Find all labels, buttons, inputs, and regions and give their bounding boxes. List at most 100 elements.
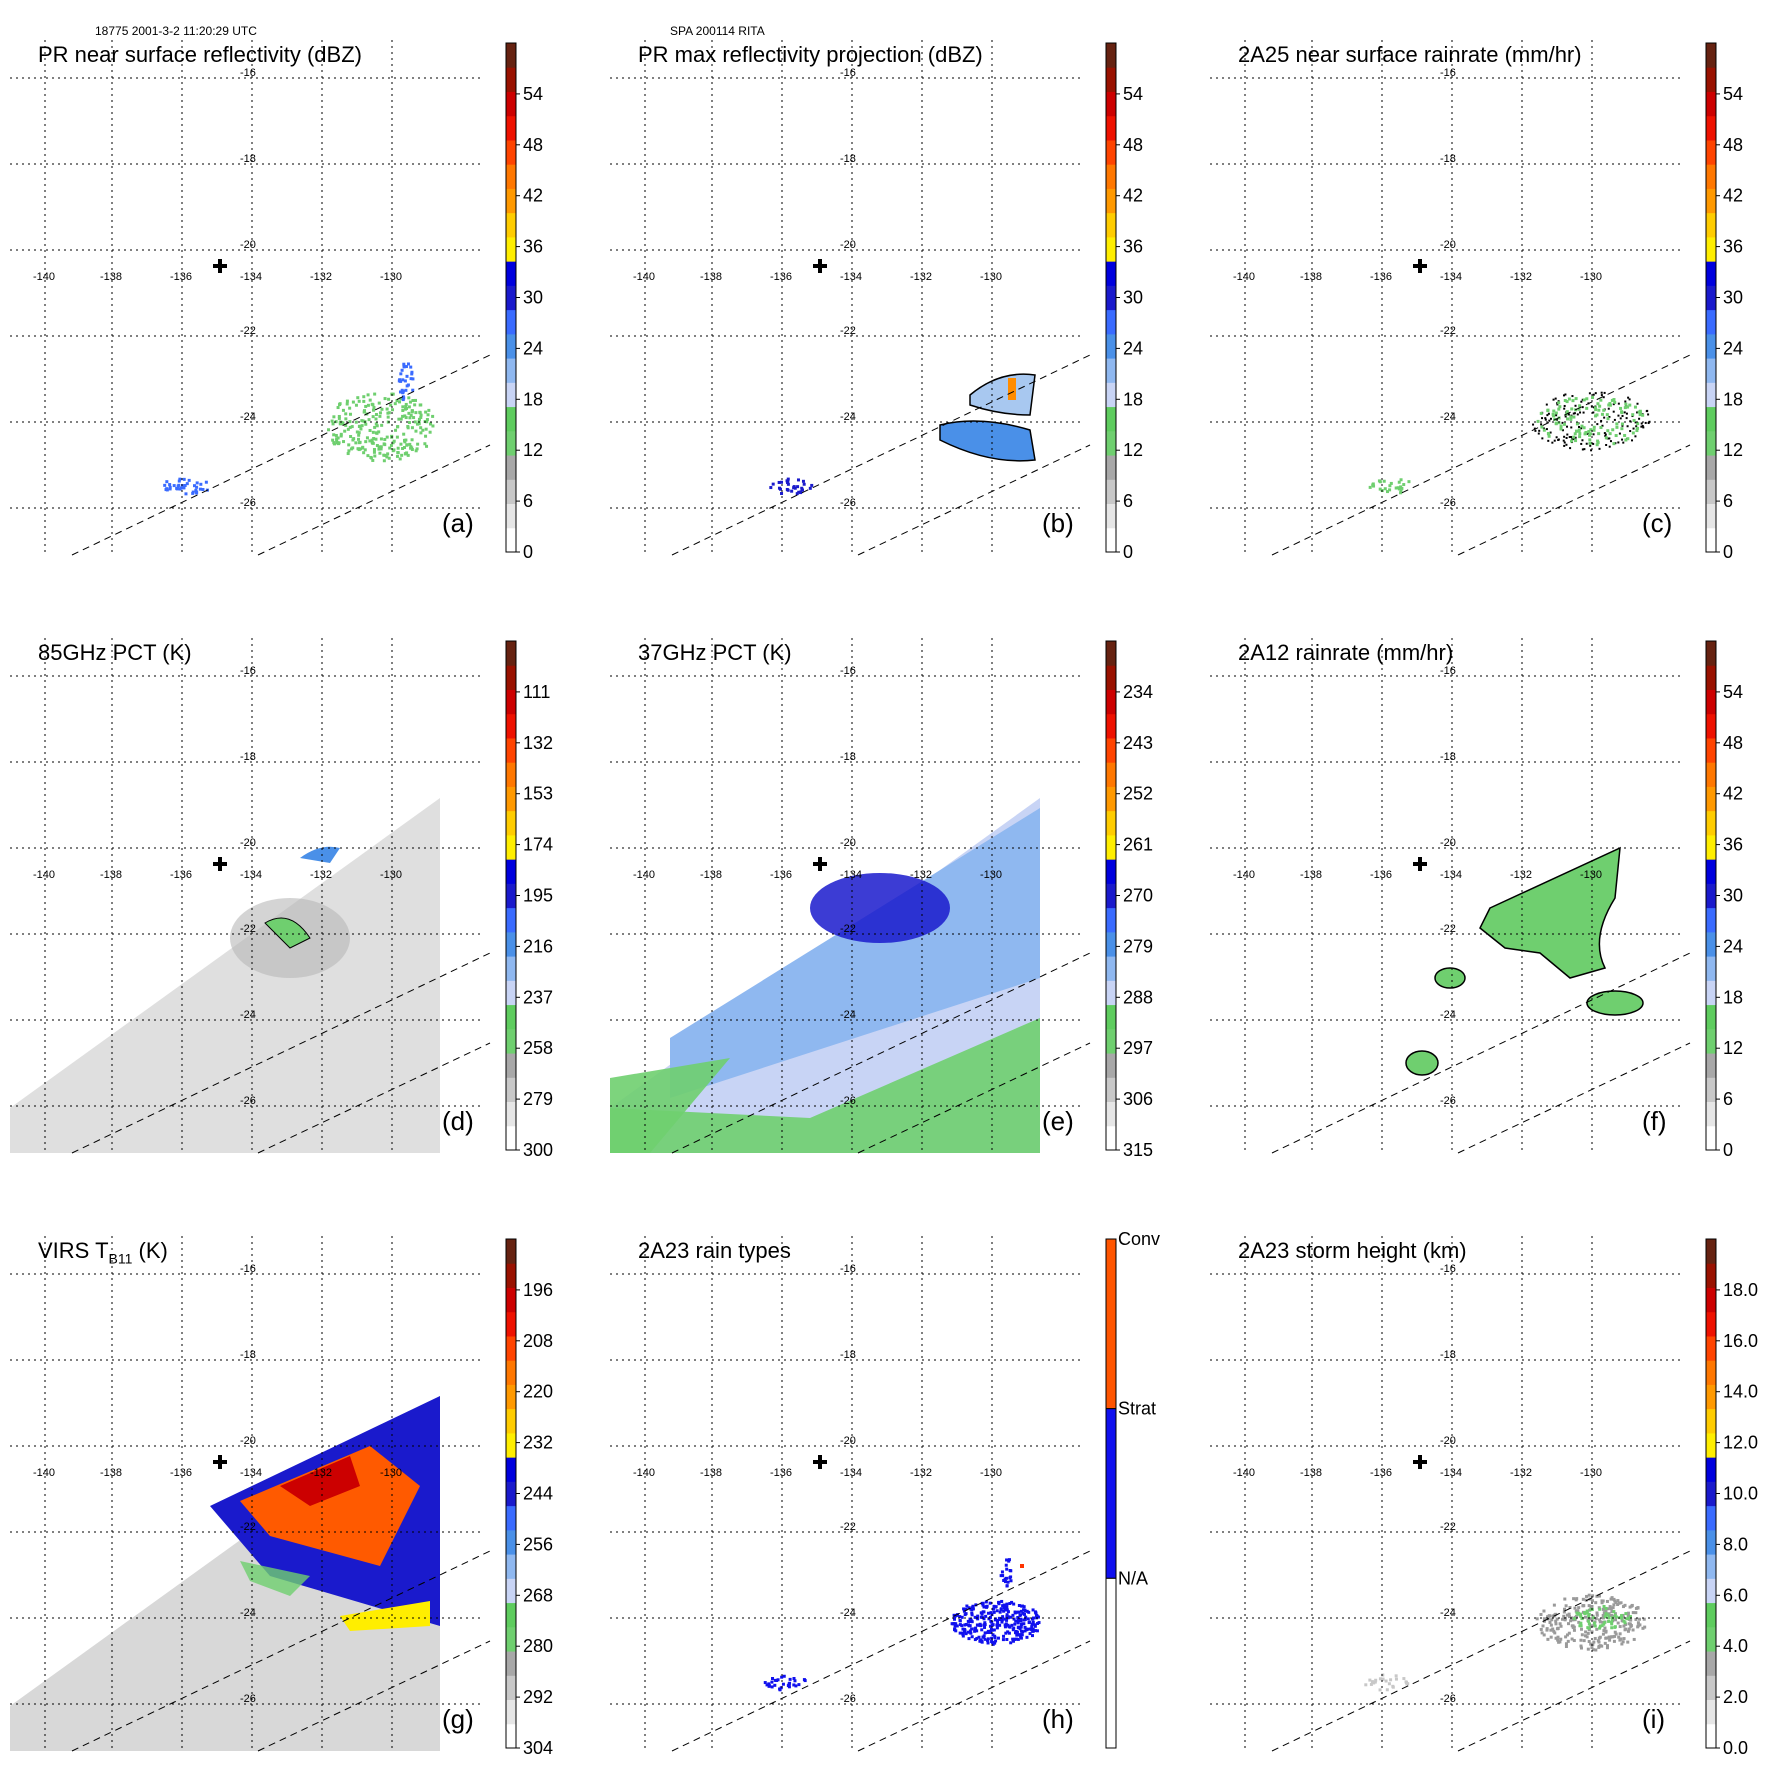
lon-label: -132 [310,1467,332,1479]
swath-edge-line [257,1640,491,1752]
lon-label: -136 [1370,271,1392,283]
colorbar-tick-label: 0 [1123,542,1133,562]
colorbar-tick-label: 208 [523,1331,553,1351]
lat-label: -26 [1440,1693,1456,1705]
panel-title: 2A23 storm height (km) [1238,1238,1467,1264]
panel-d: -16 -18 -20 -22 -24 -26 -140 -138 -136 -134 -132 -1… [0,598,553,1160]
colorbar-tick-label: 6.0 [1723,1585,1748,1605]
colorbar-tick-label: 36 [1723,835,1743,855]
map-svg: -16 -18 -20 -22 -24 -26 -140 -138 -136 -134 -132 -1… [610,1236,1091,1752]
lat-label: -26 [240,497,256,509]
map-svg: -16 -18 -20 -22 -24 -26 -140 -138 -136 -134 -132 -1… [610,638,1091,1154]
colorbar-tick-label: 300 [523,1140,553,1160]
colorbar: N/A Strat Conv [1105,1229,1185,1751]
lon-label: -130 [380,1467,402,1479]
data-field [769,373,1036,496]
lon-label: -136 [170,1467,192,1479]
storm-id-header: SPA 200114 RITA [670,24,765,38]
swath-edge-line [71,1550,491,1752]
lon-label: -134 [840,271,862,283]
storm-center-plus-icon [213,259,227,273]
panel-b: -16 -18 -20 -22 -24 -26 -140 -138 -136 -134 -132 -1… [600,0,1143,562]
panel-letter-label: (e) [1042,1106,1074,1136]
lat-lon-grid [610,638,1080,1153]
panel-letter-label: (c) [1642,508,1673,538]
lon-label: -140 [33,1467,55,1479]
colorbar-tick-label: 54 [1723,682,1743,702]
colorbar: 0 6 12 18 24 30 36 42 48 54 [505,40,585,562]
lon-label: -138 [100,271,122,283]
colorbar: 0 6 12 18 24 30 36 42 48 54 [1705,638,1771,1160]
swath-edge-line [1457,1640,1691,1752]
colorbar-tick-label: 315 [1123,1140,1153,1160]
lon-label: -134 [1440,271,1462,283]
map-svg: -16 -18 -20 -22 -24 -26 -140 -138 -136 -134 -132 -1… [1210,1236,1691,1752]
colorbar-tick-label: 256 [523,1534,553,1554]
colorbar-svg: 0 6 12 18 24 30 36 42 48 54 [1105,42,1143,562]
colorbar-tick-label: 195 [523,886,553,906]
colorbar-tick-label: 6 [1723,491,1733,511]
colorbar-tick-label: 220 [523,1382,553,1402]
lat-label: -20 [1440,239,1456,251]
lat-label: -18 [240,1349,256,1361]
data-field [1364,1593,1647,1692]
lat-label: -16 [840,1263,856,1275]
panel-letter-label: (f) [1642,1106,1667,1136]
colorbar-tick-label: 14.0 [1723,1382,1758,1402]
panel-title: 2A25 near surface rainrate (mm/hr) [1238,42,1582,68]
lon-label: -134 [240,271,262,283]
colorbar-svg: N/A Strat Conv [1105,1229,1160,1749]
colorbar-svg: 300 279 258 237 216 195 174 153 132 111 [505,640,553,1160]
lon-label: -130 [980,271,1002,283]
lon-label: -134 [240,1467,262,1479]
lon-label: -138 [1300,271,1322,283]
swath-edge-line [671,1550,1091,1752]
lat-label: -26 [240,1693,256,1705]
colorbar-tick-label: 304 [523,1738,553,1758]
storm-center-plus-icon [1413,857,1427,871]
lat-label: -24 [240,1607,256,1619]
lon-label: -138 [1300,869,1322,881]
panel-h: -16 -18 -20 -22 -24 -26 -140 -138 -136 -134 -132 -1… [600,1196,1160,1752]
lat-label: -26 [1440,497,1456,509]
lat-label: -22 [1440,325,1456,337]
lon-label: -140 [1233,869,1255,881]
panel-title-text: 2A23 storm height (km) [1238,1238,1467,1263]
lat-lon-grid [10,40,480,555]
colorbar-tick-label: 279 [523,1089,553,1109]
lon-label: -134 [840,1467,862,1479]
panel-letter-label: (a) [442,508,474,538]
lat-label: -24 [840,411,856,423]
lat-label: -22 [840,923,856,935]
lat-label: -18 [1440,1349,1456,1361]
lon-label: -138 [100,1467,122,1479]
lon-label: -134 [840,869,862,881]
lon-label: -132 [1510,1467,1532,1479]
colorbar-tick-label: 0 [1723,542,1733,562]
lat-label: -18 [840,751,856,763]
swath-edge-line [257,444,491,556]
colorbar: 0 6 12 18 24 30 36 42 48 54 [1705,40,1771,562]
lon-label: -130 [1580,1467,1602,1479]
lat-label: -22 [1440,923,1456,935]
colorbar: 300 279 258 237 216 195 174 153 132 111 [505,638,585,1160]
lat-label: -26 [840,1095,856,1107]
lat-label: -22 [240,325,256,337]
lat-lon-grid [10,638,480,1153]
colorbar-tick-label: 10.0 [1723,1484,1758,1504]
lat-label: -26 [240,1095,256,1107]
colorbar-tick-label: 30 [523,288,543,308]
lat-label: -16 [240,67,256,79]
lat-lon-grid [1210,40,1680,555]
swath-edge-line [71,952,491,1154]
panel-title: 2A12 rainrate (mm/hr) [1238,640,1453,666]
data-field [1405,846,1644,1076]
lat-label: -16 [240,1263,256,1275]
map-svg: -16 -18 -20 -22 -24 -26 -140 -138 -136 -134 -132 -1… [610,40,1091,556]
lat-label: -26 [1440,1095,1456,1107]
colorbar-tick-label: 12 [1123,440,1143,460]
colorbar-tick-label: 174 [523,835,553,855]
swath-edge-line [1271,1550,1691,1752]
map-svg: -16 -18 -20 -22 -24 -26 -140 -138 -136 -134 -132 -1… [10,638,491,1154]
